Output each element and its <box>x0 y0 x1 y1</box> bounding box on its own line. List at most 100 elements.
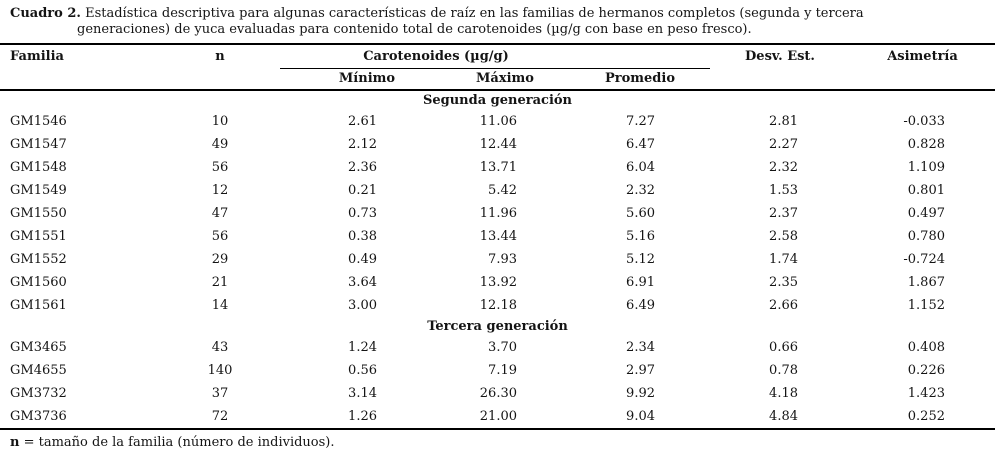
column-header-minimo: Mínimo <box>338 71 396 87</box>
cell-desv-est: 2.66 <box>769 298 798 313</box>
cell-promedio: 9.04 <box>626 409 655 424</box>
cell-maximo: 5.42 <box>488 183 517 198</box>
cell-promedio: 2.97 <box>626 363 655 378</box>
cell-desv-est: 2.37 <box>769 206 798 221</box>
cell-minimo: 0.21 <box>348 183 377 198</box>
cell-familia: GM4655 <box>10 363 67 378</box>
cell-familia: GM1550 <box>10 206 67 221</box>
cell-desv-est: 2.27 <box>769 137 798 152</box>
cell-promedio: 5.60 <box>626 206 655 221</box>
cell-desv-est: 4.84 <box>769 409 798 424</box>
cell-desv-est: 1.74 <box>769 252 798 267</box>
cell-minimo: 0.73 <box>348 206 377 221</box>
cell-promedio: 6.49 <box>626 298 655 313</box>
caption-text-1: Estadística descriptiva para algunas car… <box>85 6 864 21</box>
cell-minimo: 2.36 <box>348 160 377 175</box>
cell-familia: GM1552 <box>10 252 67 267</box>
cell-minimo: 0.56 <box>348 363 377 378</box>
footnote-text: = tamaño de la familia (número de indivi… <box>19 435 335 450</box>
cell-asimetria: 0.828 <box>907 137 945 152</box>
section-label: Segunda generación <box>422 93 573 108</box>
cell-maximo: 13.44 <box>479 229 517 244</box>
cell-minimo: 3.64 <box>348 275 377 290</box>
cell-familia: GM3736 <box>10 409 67 424</box>
cell-maximo: 11.06 <box>479 114 517 129</box>
cell-familia: GM3732 <box>10 386 67 401</box>
section-row: Segunda generación <box>0 90 995 110</box>
statistics-table: Familia n Carotenoides (µg/g) Desv. Est.… <box>0 43 995 430</box>
cell-n: 37 <box>211 386 229 401</box>
table-caption: Cuadro 2. Estadística descriptiva para a… <box>0 0 995 38</box>
table-row: GM1546 10 2.61 11.06 7.27 2.81 -0.033 <box>0 110 995 133</box>
column-header-asimetria: Asimetría <box>887 49 958 64</box>
cell-promedio: 5.16 <box>626 229 655 244</box>
header-row-2: Mínimo Máximo Promedio <box>0 68 995 90</box>
caption-label: Cuadro 2. <box>10 6 81 21</box>
cell-asimetria: 1.423 <box>907 386 945 401</box>
cell-familia: GM1546 <box>10 114 67 129</box>
table-row: GM1560 21 3.64 13.92 6.91 2.35 1.867 <box>0 271 995 294</box>
cell-promedio: 6.47 <box>626 137 655 152</box>
cell-desv-est: 2.35 <box>769 275 798 290</box>
cell-asimetria: 0.497 <box>907 206 945 221</box>
cell-maximo: 12.44 <box>479 137 517 152</box>
table-row: GM4655 140 0.56 7.19 2.97 0.78 0.226 <box>0 359 995 382</box>
cell-maximo: 26.30 <box>479 386 517 401</box>
cell-desv-est: 4.18 <box>769 386 798 401</box>
cell-asimetria: 0.408 <box>907 340 945 355</box>
table-row: GM3732 37 3.14 26.30 9.92 4.18 1.423 <box>0 382 995 405</box>
table-row: GM3736 72 1.26 21.00 9.04 4.84 0.252 <box>0 405 995 429</box>
cell-asimetria: 0.252 <box>907 409 945 424</box>
table-row: GM1548 56 2.36 13.71 6.04 2.32 1.109 <box>0 156 995 179</box>
cell-asimetria: 1.867 <box>907 275 945 290</box>
cell-n: 47 <box>211 206 229 221</box>
table-row: GM1552 29 0.49 7.93 5.12 1.74 -0.724 <box>0 248 995 271</box>
column-header-promedio: Promedio <box>604 71 676 87</box>
caption-line-2: generaciones) de yuca evaluadas para con… <box>77 22 752 37</box>
cell-minimo: 1.24 <box>348 340 377 355</box>
cell-promedio: 6.04 <box>626 160 655 175</box>
cell-familia: GM1549 <box>10 183 67 198</box>
column-header-desv-est: Desv. Est. <box>745 49 815 64</box>
cell-n: 14 <box>211 298 229 313</box>
cell-asimetria: 1.109 <box>907 160 945 175</box>
cell-desv-est: 0.66 <box>769 340 798 355</box>
cell-n: 56 <box>211 160 229 175</box>
cell-n: 12 <box>211 183 229 198</box>
cell-maximo: 13.71 <box>479 160 517 175</box>
cell-n: 43 <box>211 340 229 355</box>
cell-familia: GM1551 <box>10 229 67 244</box>
table-row: GM1561 14 3.00 12.18 6.49 2.66 1.152 <box>0 294 995 317</box>
cell-promedio: 9.92 <box>626 386 655 401</box>
caption-line-1: Cuadro 2. Estadística descriptiva para a… <box>10 6 985 22</box>
cell-desv-est: 2.81 <box>769 114 798 129</box>
table-row: GM1551 56 0.38 13.44 5.16 2.58 0.780 <box>0 225 995 248</box>
section-label: Tercera generación <box>427 319 568 334</box>
cell-asimetria: 0.801 <box>907 183 945 198</box>
cell-minimo: 0.38 <box>348 229 377 244</box>
cell-maximo: 11.96 <box>479 206 517 221</box>
cell-desv-est: 0.78 <box>769 363 798 378</box>
cell-maximo: 21.00 <box>479 409 517 424</box>
cell-minimo: 0.49 <box>348 252 377 267</box>
column-header-carotenoides-group: Carotenoides (µg/g) <box>280 44 710 69</box>
table-body: Segunda generación GM1546 10 2.61 11.06 7.27 2… <box>0 90 995 429</box>
cell-promedio: 2.32 <box>626 183 655 198</box>
cell-n: 49 <box>211 137 229 152</box>
cell-asimetria: 0.226 <box>907 363 945 378</box>
cell-asimetria: 0.780 <box>907 229 945 244</box>
cell-familia: GM1560 <box>10 275 67 290</box>
cell-asimetria: -0.724 <box>903 252 945 267</box>
cell-asimetria: -0.033 <box>903 114 945 129</box>
cell-minimo: 2.12 <box>348 137 377 152</box>
cell-maximo: 3.70 <box>488 340 517 355</box>
cell-n: 56 <box>211 229 229 244</box>
cell-minimo: 3.14 <box>348 386 377 401</box>
cell-maximo: 13.92 <box>479 275 517 290</box>
cell-maximo: 7.19 <box>488 363 517 378</box>
cell-minimo: 3.00 <box>348 298 377 313</box>
column-header-maximo: Máximo <box>476 71 534 87</box>
cell-promedio: 7.27 <box>626 114 655 129</box>
cell-familia: GM1547 <box>10 137 67 152</box>
